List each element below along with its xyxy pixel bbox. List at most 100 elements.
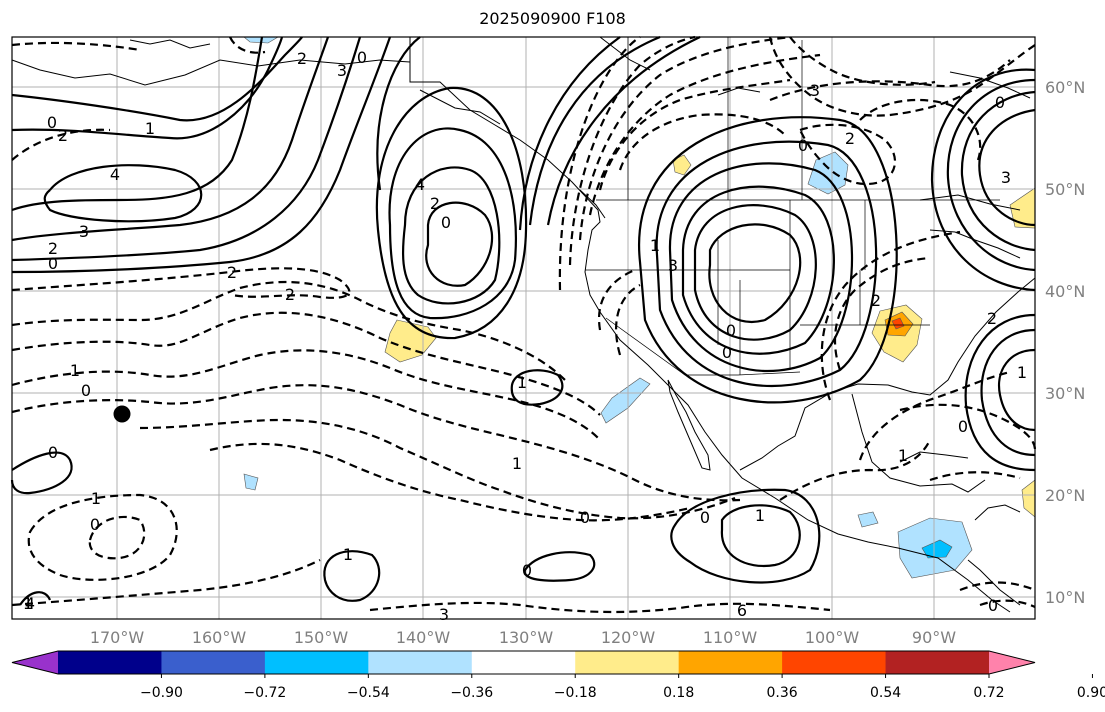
coastline [929,229,1021,259]
contour-negative [833,256,931,371]
lon-tick-label: 150°W [294,628,349,647]
contour-label: 2 [58,126,68,145]
colorbar-tick-label: −0.54 [347,685,390,701]
coastline [129,39,211,49]
contour-positive [720,504,801,568]
contour-negative [779,439,931,501]
colorbar-tick-label: 0.90 [1077,685,1105,701]
coastline [949,71,1031,99]
contour-negative [228,36,266,54]
colorbar-tick-label: 0.54 [870,685,901,701]
coastlines-borders [11,36,1036,613]
contour-label: 3 [668,256,678,275]
contour-positive [11,36,264,212]
contour-label: 1 [755,506,765,525]
contour-label: 1 [512,454,522,473]
colorbar: −0.90 −0.72 −0.54 −0.36 −0.18 0.18 0.36 0.54 0.7… [11,650,1105,701]
contour-label: 1 [343,545,353,564]
contour-positive [375,86,528,340]
latitude-labels: 60°N 50°N 40°N 30°N 20°N 10°N [1045,78,1085,607]
contour-label: 3 [79,222,89,241]
colorbar-tick-label: −0.18 [554,685,597,701]
contour-negative [618,113,786,171]
lon-tick-label: 130°W [499,628,554,647]
lon-tick-label: 110°W [703,628,758,647]
contour-positive [11,36,362,262]
contour-positive [946,78,1036,272]
contour-negative [27,493,178,581]
contour-label: 1 [70,361,80,380]
contour-negative [820,230,961,401]
contour-label: 3 [810,81,820,100]
contour-positive [964,313,1036,472]
contour-label: 1 [650,236,660,255]
contour-negative [11,349,601,441]
contour-negative [929,471,1021,482]
contour-positive [425,201,494,287]
contour-label: 0 [357,48,367,67]
anomaly-patch [807,151,849,195]
contour-positive [510,369,564,406]
contour-label: 1 [898,446,908,465]
contour-positive [11,36,284,140]
colorbar-tick-label: 0.72 [973,685,1004,701]
political-border [605,317,801,376]
contour-label: 0 [798,136,808,155]
lat-tick-label: 60°N [1045,78,1085,97]
contour-label: 0 [81,381,91,400]
contour-label: 0 [441,213,451,232]
contour-label: 0 [700,508,710,527]
contour-positive [518,36,621,231]
contour-negative [899,403,1037,451]
contour-label: 4 [415,175,425,194]
coastline [967,559,1021,606]
contour-negative [11,311,601,416]
contour-label: 1 [23,594,33,613]
contour-negative [209,442,691,522]
contour-label: 0 [726,321,736,340]
lat-tick-label: 50°N [1045,180,1085,199]
contour-positive [401,166,501,305]
contour-positive [11,36,303,122]
contour-label: 4 [110,165,120,184]
lon-tick-label: 140°W [396,628,451,647]
lat-tick-label: 20°N [1045,486,1085,505]
colorbar-extend-low [12,651,58,674]
contour-positive [43,164,203,223]
contour-positive [980,328,1036,457]
colorbar-bin [575,651,680,674]
contour-positive [546,36,701,226]
contour-negative [11,41,141,52]
coastline [919,194,1021,211]
anomaly-patch [921,539,953,559]
contour-label: 0 [90,515,100,534]
colorbar-extend-high [989,651,1035,674]
contour-negative [88,515,146,560]
coastline [739,277,1036,471]
contour-label: 2 [871,291,881,310]
contour-label: 0 [722,343,732,362]
anomaly-patch [891,317,905,330]
lat-tick-label: 30°N [1045,384,1085,403]
contour-negative [859,98,982,161]
coastline [419,89,501,125]
contour-positive [11,36,392,274]
colorbar-bin [58,651,162,674]
contour-label: 0 [48,254,58,273]
contour-label: 2 [285,285,295,304]
lon-tick-label: 160°W [192,628,247,647]
contour-negative [11,267,351,299]
contour-positive [323,550,381,602]
contour-label: 0 [580,508,590,527]
contour-negative [959,581,1036,592]
lat-tick-label: 10°N [1045,588,1085,607]
contour-negative [768,36,1036,117]
contour-negative [799,123,896,186]
contour-negative [615,284,641,356]
contour-positive [523,551,596,582]
coastline [851,393,986,493]
contour-positive [11,36,330,242]
contour-label: 1 [145,119,155,138]
